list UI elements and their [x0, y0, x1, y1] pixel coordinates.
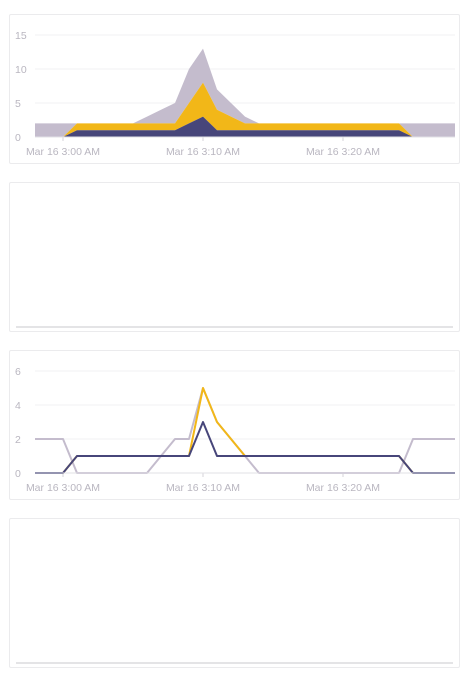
line-series — [35, 421, 455, 474]
chart-panel-2: 6 4 2 0 Mar 16 3:00 AM Mar 16 3:10 AM Mar 16 3… — [9, 350, 460, 500]
x-tick-label: Mar 16 3:20 AM — [306, 482, 380, 494]
line-chart: 6 4 2 0 Mar 16 3:00 AM Mar 16 3:10 AM Mar 16 3… — [15, 366, 455, 494]
y-tick-label: 6 — [15, 366, 21, 378]
stacked-area-chart: 15 10 5 0 Mar 16 3:00 AM Mar 16 3:10 AM Mar 16… — [15, 30, 455, 158]
empty-chart-baseline — [16, 662, 453, 664]
x-tick-label: Mar 16 3:10 AM — [166, 146, 240, 158]
area-series — [35, 82, 455, 137]
y-tick-label: 5 — [15, 98, 21, 110]
area-series — [35, 48, 455, 137]
y-tick-label: 15 — [15, 30, 27, 42]
chart-panel-1: 15 10 5 0 Mar 16 3:00 AM Mar 16 3:10 AM Mar 16… — [9, 14, 460, 164]
empty-panel-2 — [9, 518, 460, 668]
y-tick-label: 0 — [15, 132, 21, 144]
line-series — [35, 387, 455, 474]
empty-chart-baseline — [16, 326, 453, 328]
empty-panel-1 — [9, 182, 460, 332]
x-tick-label: Mar 16 3:00 AM — [26, 482, 100, 494]
y-tick-label: 2 — [15, 434, 21, 446]
y-tick-label: 10 — [15, 64, 27, 76]
x-tick-label: Mar 16 3:20 AM — [306, 146, 380, 158]
y-tick-label: 4 — [15, 400, 21, 412]
area-series — [35, 116, 455, 137]
x-tick-label: Mar 16 3:10 AM — [166, 482, 240, 494]
y-tick-label: 0 — [15, 468, 21, 480]
x-tick-label: Mar 16 3:00 AM — [26, 146, 100, 158]
line-series — [35, 387, 455, 474]
